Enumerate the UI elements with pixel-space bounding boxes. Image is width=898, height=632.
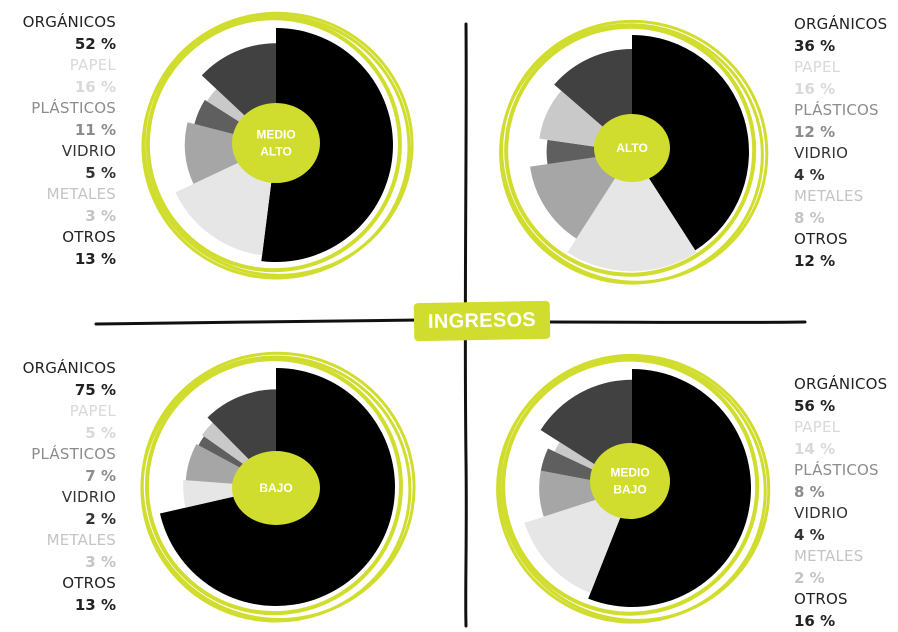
center-label-line: ALTO — [616, 141, 648, 155]
legend-category: PLÁSTICOS — [31, 99, 116, 117]
legend-percent: 16 % — [74, 77, 116, 96]
legend-percent: 2 % — [794, 568, 825, 587]
accent-ring — [140, 351, 416, 621]
legend-category: VIDRIO — [61, 142, 116, 160]
legend-bajo: ORGÁNICOS 75 % PAPEL 5 % PLÁSTICOS 7 % VIDRIO 2… — [23, 358, 116, 616]
legend-category: METALES — [794, 547, 864, 565]
legend-percent: 5 % — [85, 163, 116, 182]
accent-ring — [500, 19, 769, 284]
center-circle — [232, 451, 320, 525]
legend-category: ORGÁNICOS — [22, 359, 116, 377]
legend-category: METALES — [46, 531, 116, 549]
ingresos-label: INGRESOS — [427, 308, 537, 333]
legend-percent: 75 % — [74, 380, 116, 399]
legend-category: PAPEL — [69, 56, 116, 74]
legend-category: METALES — [46, 185, 116, 203]
legend-category: VIDRIO — [794, 504, 849, 522]
accent-ring — [144, 357, 403, 616]
legend-percent: 3 % — [85, 552, 116, 571]
accent-ring — [498, 353, 771, 622]
center-label-line: BAJO — [259, 481, 292, 495]
legend-percent: 4 % — [794, 525, 825, 544]
legend-percent: 16 % — [794, 79, 836, 98]
legend-percent: 3 % — [85, 206, 116, 225]
legend-category: VIDRIO — [61, 488, 116, 506]
legend-percent: 16 % — [794, 611, 836, 630]
legend-category: OTROS — [62, 228, 116, 246]
legend-percent: 5 % — [85, 423, 116, 442]
legend-percent: 13 % — [74, 595, 116, 614]
accent-ring — [145, 16, 402, 273]
vertical-axis — [463, 22, 468, 628]
center-label-line: ALTO — [260, 145, 292, 159]
slice-vidrio — [546, 139, 632, 165]
legend-category: ORGÁNICOS — [794, 15, 888, 33]
legend-category: VIDRIO — [794, 144, 849, 162]
slice-orgánicos — [261, 28, 393, 262]
center-circle — [590, 443, 670, 519]
slice-papel — [524, 488, 632, 594]
horizontal-axis-left — [94, 318, 422, 326]
legend-category: PLÁSTICOS — [31, 445, 116, 463]
legend-percent: 12 % — [794, 122, 836, 141]
center-circle — [594, 114, 670, 182]
legend-percent: 56 % — [794, 396, 836, 415]
legend-category: ORGÁNICOS — [794, 375, 888, 393]
legend-category: PLÁSTICOS — [794, 101, 879, 119]
legend-category: PLÁSTICOS — [794, 461, 879, 479]
pie-chart-bottom-right: MEDIO BAJO — [496, 353, 771, 624]
legend-percent: 8 % — [794, 208, 825, 227]
legend-category: PAPEL — [69, 402, 116, 420]
legend-category: PAPEL — [794, 418, 841, 436]
center-label-line: MEDIO — [256, 128, 295, 142]
accent-ring — [142, 11, 414, 277]
legend-percent: 52 % — [74, 34, 116, 53]
slice-papel — [567, 152, 697, 272]
slice-plásticos — [539, 470, 632, 517]
accent-ring — [504, 24, 757, 277]
pie-chart-bottom-left: BAJO — [140, 351, 416, 623]
center-circle — [232, 103, 320, 183]
legend-percent: 12 % — [794, 251, 836, 270]
legend-category: ORGÁNICOS — [22, 13, 116, 31]
legend-category: PAPEL — [794, 58, 841, 76]
legend-medio-alto: ORGÁNICOS 52 % PAPEL 16 % PLÁSTICOS 11 % VIDRI… — [23, 12, 116, 270]
legend-percent: 14 % — [794, 439, 836, 458]
legend-medio-bajo: ORGÁNICOS 56 % PAPEL 14 % PLÁSTICOS 8 % VIDRIO… — [794, 374, 887, 632]
slice-plásticos — [530, 152, 632, 239]
ingresos-badge: INGRESOS — [413, 300, 551, 342]
slice-orgánicos — [632, 35, 750, 251]
legend-category: OTROS — [794, 590, 848, 608]
accent-ring — [501, 357, 760, 616]
legend-percent: 36 % — [794, 36, 836, 55]
slice-orgánicos — [588, 368, 752, 608]
legend-category: OTROS — [794, 230, 848, 248]
center-label-line: BAJO — [613, 483, 646, 497]
legend-alto: ORGÁNICOS 36 % PAPEL 16 % PLÁSTICOS 12 % VIDRI… — [794, 14, 887, 272]
slice-plásticos — [184, 122, 276, 184]
legend-percent: 11 % — [74, 120, 116, 139]
center-label-line: MEDIO — [610, 466, 649, 480]
legend-percent: 7 % — [85, 466, 116, 485]
legend-percent: 4 % — [794, 165, 825, 184]
legend-percent: 13 % — [74, 249, 116, 268]
pie-chart-top-right: ALTO — [499, 19, 769, 285]
pie-chart-top-left: MEDIO ALTO — [141, 11, 414, 280]
legend-category: OTROS — [62, 574, 116, 592]
legend-category: METALES — [794, 187, 864, 205]
legend-percent: 2 % — [85, 509, 116, 528]
legend-percent: 8 % — [794, 482, 825, 501]
